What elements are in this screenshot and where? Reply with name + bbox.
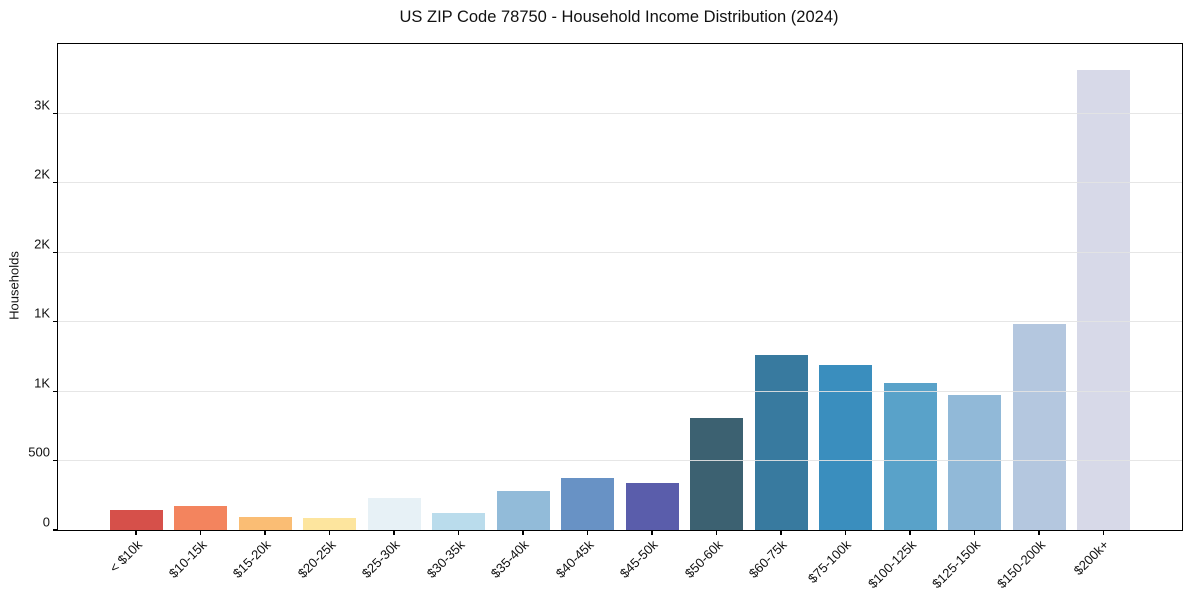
gridline bbox=[58, 390, 1182, 392]
x-tick-mark bbox=[1038, 531, 1040, 535]
y-tick-mark bbox=[53, 529, 57, 531]
x-tick-label: < $10k bbox=[106, 537, 145, 576]
y-tick-mark bbox=[53, 112, 57, 115]
bar bbox=[174, 505, 227, 530]
x-tick-label: $25-30k bbox=[358, 537, 403, 581]
x-tick-label: $150-200k bbox=[993, 537, 1048, 590]
y-tick-label: 0 bbox=[42, 514, 50, 529]
gridline bbox=[58, 182, 1182, 184]
x-tick-label: $75-100k bbox=[805, 537, 855, 586]
y-tick-mark bbox=[53, 251, 57, 253]
bar bbox=[1012, 323, 1066, 530]
x-tick-mark bbox=[780, 531, 782, 535]
x-tick-mark bbox=[909, 531, 911, 535]
bar bbox=[948, 394, 1001, 530]
x-tick-mark bbox=[1102, 531, 1105, 535]
y-tick-label: 1K bbox=[34, 305, 50, 321]
x-tick-mark bbox=[328, 531, 331, 535]
bar bbox=[432, 513, 485, 530]
gridline bbox=[58, 321, 1182, 323]
y-tick-mark bbox=[53, 459, 57, 462]
bar bbox=[1077, 70, 1130, 530]
bar bbox=[238, 516, 292, 530]
y-tick-mark bbox=[53, 182, 57, 184]
x-tick-mark bbox=[586, 531, 589, 535]
bar bbox=[109, 509, 163, 530]
bar bbox=[561, 477, 614, 530]
bar bbox=[883, 382, 937, 530]
x-tick-mark bbox=[135, 531, 137, 535]
x-tick-mark bbox=[393, 531, 395, 535]
x-tick-mark bbox=[973, 531, 976, 535]
bar bbox=[819, 364, 872, 530]
y-tick-label: 500 bbox=[28, 444, 50, 460]
plot-area: 0 500 1K 1K 2K 2K 3K < $10k $10-15k $15-20k $20-25… bbox=[28, 43, 1183, 590]
y-tick-mark bbox=[53, 321, 57, 323]
gridline bbox=[58, 112, 1182, 114]
y-tick-label: 2K bbox=[34, 166, 50, 182]
x-tick-mark bbox=[457, 531, 460, 535]
gridline bbox=[58, 251, 1182, 253]
y-tick-label: 1K bbox=[34, 375, 50, 391]
bar bbox=[754, 355, 808, 530]
x-tick-label: $100-125k bbox=[864, 537, 919, 590]
x-tick-label: $125-150k bbox=[929, 537, 984, 590]
x-tick-mark bbox=[844, 531, 847, 535]
x-tick-mark bbox=[264, 531, 266, 535]
bar bbox=[367, 498, 421, 530]
y-tick-label: 3K bbox=[34, 97, 50, 113]
x-tick-label: $45-50k bbox=[616, 537, 661, 581]
bar bbox=[303, 518, 356, 530]
x-tick-label: $30-35k bbox=[423, 537, 468, 581]
x-tick-mark bbox=[651, 531, 653, 535]
x-tick-label: $200k+ bbox=[1071, 537, 1113, 579]
bar bbox=[625, 482, 679, 530]
chart-title: US ZIP Code 78750 - Household Income Dis… bbox=[399, 8, 839, 26]
gridline bbox=[58, 460, 1182, 462]
x-tick-mark bbox=[199, 531, 202, 535]
x-tick-mark bbox=[522, 531, 524, 535]
x-tick-label: $20-25k bbox=[294, 537, 339, 581]
bar bbox=[690, 418, 743, 530]
x-tick-label: $35-40k bbox=[487, 537, 532, 581]
bar bbox=[496, 491, 550, 530]
x-tick-label: $15-20k bbox=[229, 537, 274, 581]
x-tick-label: $10-15k bbox=[165, 537, 210, 581]
x-tick-mark bbox=[715, 531, 718, 535]
x-tick-label: $60-75k bbox=[745, 537, 790, 581]
y-tick-label: 2K bbox=[34, 236, 50, 252]
y-tick-mark bbox=[53, 390, 57, 392]
x-tick-label: $50-60k bbox=[681, 537, 726, 581]
x-tick-label: $40-45k bbox=[552, 537, 597, 581]
